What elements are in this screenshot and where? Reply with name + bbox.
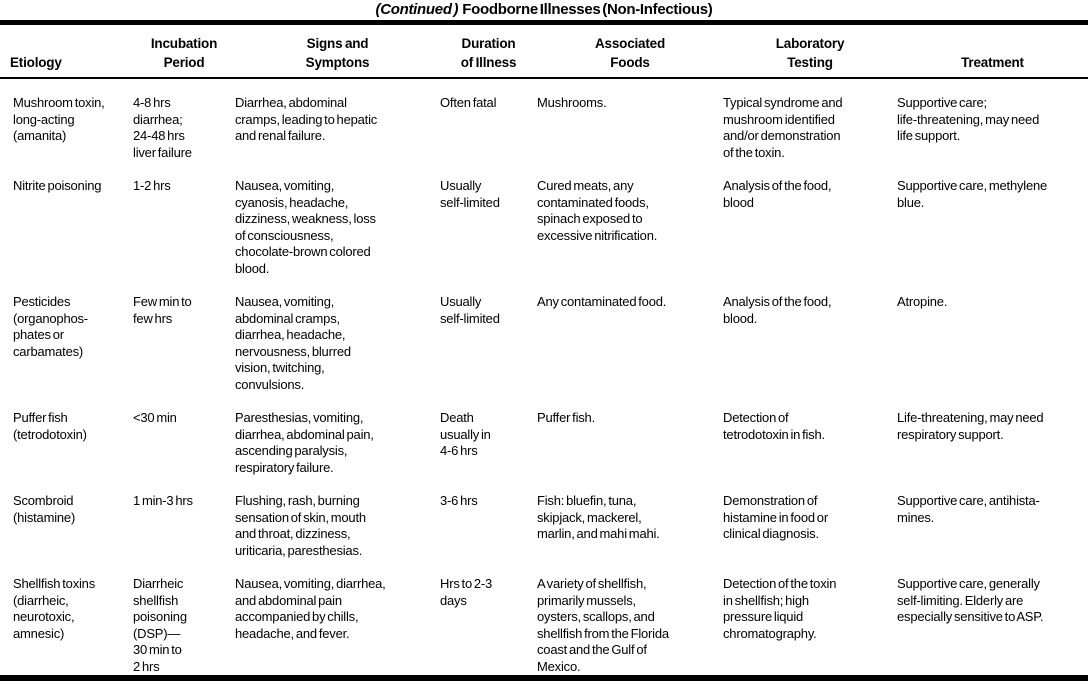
cell-incubation: 1 min-3 hrs — [133, 493, 193, 508]
column-header-associated-foods: Associated Foods — [594, 36, 666, 70]
cell-etiology: Mushroom toxin, long-acting (amanita) — [13, 95, 105, 143]
cell-etiology: Pesticides (organophos- phates or carbam… — [13, 294, 88, 359]
column-header-incubation-period: Incubation Period — [150, 36, 218, 70]
cell-treatment: Supportive care, antihista- mines. — [897, 493, 1040, 525]
table-body: Mushroom toxin, long-acting (amanita) 4-… — [0, 79, 1088, 675]
cell-duration: 3-6 hrs — [440, 493, 478, 508]
cell-duration: Hrs to 2-3 days — [440, 576, 493, 608]
cell-foods: A variety of shellfish, primarily mussel… — [537, 576, 669, 674]
column-header-etiology: Etiology — [10, 55, 62, 70]
cell-treatment: Supportive care, generally self-limiting… — [897, 576, 1044, 624]
cell-treatment: Life-threatening, may need respiratory s… — [897, 410, 1044, 442]
cell-laboratory: Demonstration of histamine in food or cl… — [723, 493, 828, 541]
cell-signs: Paresthesias, vomiting, diarrhea, abdomi… — [235, 410, 374, 475]
column-header-treatment: Treatment — [961, 55, 1024, 70]
cell-laboratory: Analysis of the food, blood. — [723, 294, 832, 326]
column-header-duration: Duration of Illness — [460, 36, 517, 70]
cell-etiology: Scombroid (histamine) — [13, 493, 76, 525]
title-main-label: Foodborne Illnesses (Non-Infectious) — [462, 1, 713, 18]
cell-foods: Mushrooms. — [537, 95, 607, 110]
cell-signs: Nausea, vomiting, cyanosis, headache, di… — [235, 178, 376, 276]
cell-foods: Puffer fish. — [537, 410, 596, 425]
cell-foods: Cured meats, any contaminated foods, spi… — [537, 178, 658, 243]
title-continued-label: (Continued ) — [375, 1, 459, 18]
cell-etiology: Nitrite poisoning — [13, 178, 102, 193]
cell-laboratory: Analysis of the food, blood — [723, 178, 832, 210]
cell-signs: Flushing, rash, burning sensation of ski… — [235, 493, 366, 558]
cell-incubation: 4-8 hrs diarrhea; 24-48 hrs liver failur… — [133, 95, 192, 160]
cell-incubation: Diarrheic shellfish poisoning (DSP)— 30 … — [133, 576, 187, 674]
cell-incubation: Few min to few hrs — [133, 294, 192, 326]
table-row-nitrite-poisoning: Nitrite poisoning 1-2 hrs Nausea, vomiti… — [0, 178, 1088, 277]
cell-laboratory: Typical syndrome and mushroom identified… — [723, 95, 843, 160]
cell-signs: Diarrhea, abdominal cramps, leading to h… — [235, 95, 378, 143]
cell-duration: Usually self-limited — [440, 178, 500, 210]
cell-laboratory: Detection of the toxin in shellfish; hig… — [723, 576, 837, 641]
cell-duration: Often fatal — [440, 95, 497, 110]
table-row-scombroid: Scombroid (histamine) 1 min-3 hrs Flushi… — [0, 493, 1088, 559]
column-header-laboratory-testing: Laboratory Testing — [775, 36, 845, 70]
table-header-row: Etiology Incubation Period Signs and Sym… — [0, 25, 1088, 77]
table-row-pesticides: Pesticides (organophos- phates or carbam… — [0, 294, 1088, 393]
cell-duration: Death usually in 4-6 hrs — [440, 410, 491, 458]
cell-incubation: 1-2 hrs — [133, 178, 171, 193]
bottom-border-rule — [0, 675, 1088, 681]
cell-treatment: Supportive care; life-threatening, may n… — [897, 95, 1040, 143]
header-divider-rule — [0, 77, 1088, 79]
cell-laboratory: Detection of tetrodotoxin in fish. — [723, 410, 825, 442]
cell-signs: Nausea, vomiting, abdominal cramps, diar… — [235, 294, 351, 392]
cell-duration: Usually self-limited — [440, 294, 500, 326]
cell-treatment: Atropine. — [897, 294, 948, 309]
cell-treatment: Supportive care, methylene blue. — [897, 178, 1048, 210]
top-border-rule — [0, 20, 1088, 25]
column-header-signs-symptoms: Signs and Symptons — [305, 36, 370, 70]
cell-signs: Nausea, vomiting, diarrhea, and abdomina… — [235, 576, 386, 641]
cell-incubation: <30 min — [133, 410, 177, 425]
table-row-puffer-fish: Puffer fish (tetrodotoxin) <30 min Pares… — [0, 410, 1088, 476]
table-row-shellfish-toxins: Shellfish toxins (diarrheic, neurotoxic,… — [0, 576, 1088, 675]
table-title: (Continued ) Foodborne Illnesses (Non-Inf… — [0, 0, 1088, 19]
cell-etiology: Puffer fish (tetrodotoxin) — [13, 410, 87, 442]
cell-foods: Any contaminated food. — [537, 294, 667, 309]
cell-etiology: Shellfish toxins (diarrheic, neurotoxic,… — [13, 576, 96, 641]
cell-foods: Fish: bluefin, tuna, skipjack, mackerel,… — [537, 493, 660, 541]
table-row-mushroom-toxin: Mushroom toxin, long-acting (amanita) 4-… — [0, 95, 1088, 161]
